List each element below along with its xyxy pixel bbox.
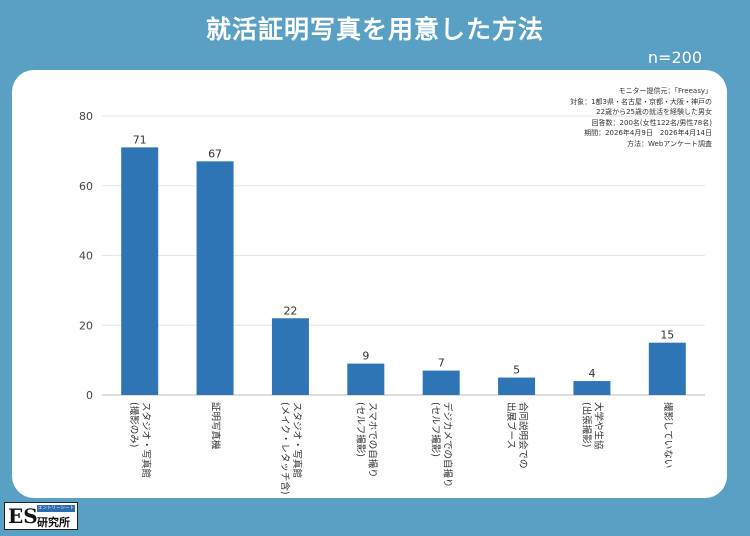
category-label: スタジオ・写真館 xyxy=(140,402,152,478)
es-lab-logo: ES エントリーシート 研究所 xyxy=(4,502,78,530)
category-label: 大学や生協 xyxy=(592,402,604,450)
bar xyxy=(347,363,385,395)
note-line: 方法：Webアンケート調査 xyxy=(627,139,712,148)
note-line: モニター提供元：「Freeasy」 xyxy=(618,87,712,95)
category-label: デジカメでの自撮り xyxy=(442,402,454,488)
note-line: 期間：2026年4月9日 2026年4月14日 xyxy=(584,129,712,138)
category-label: スタジオ・写真館 xyxy=(291,402,303,478)
bar xyxy=(271,318,309,395)
value-label: 9 xyxy=(362,350,369,363)
value-label: 7 xyxy=(438,357,445,370)
note-line: 対象：1都3県・名古屋・京都・大阪・神戸の xyxy=(570,97,712,106)
y-tick-label: 0 xyxy=(86,389,93,402)
y-tick-label: 80 xyxy=(79,110,93,123)
category-label: 出展ブース xyxy=(505,402,517,449)
page-title: 就活証明写真を用意した方法 xyxy=(205,15,544,44)
category-label: (セルフ撮影) xyxy=(430,402,442,457)
value-label: 15 xyxy=(660,329,674,342)
bar xyxy=(422,370,460,395)
logo-es-text: ES xyxy=(8,504,38,528)
category-label: (メイク・レタッチ含) xyxy=(279,402,291,495)
value-label: 67 xyxy=(208,147,222,160)
bar xyxy=(196,161,234,395)
category-label: 証明写真機 xyxy=(210,402,222,450)
y-tick-label: 60 xyxy=(79,180,93,193)
category-label: 合同説明会での xyxy=(517,402,529,469)
bar xyxy=(498,377,536,395)
note-line: 回答数：200名(女性122名/男性78名) xyxy=(591,118,712,127)
category-label: スマホでの自撮り xyxy=(366,402,378,478)
bar xyxy=(121,147,159,395)
value-label: 22 xyxy=(283,304,297,317)
note-line: 22歳から25歳の就活を経験した男女 xyxy=(596,108,712,117)
category-label: 撮影していない xyxy=(662,402,674,468)
y-tick-label: 40 xyxy=(79,250,93,263)
value-label: 4 xyxy=(588,367,595,380)
sample-size-label: n=200 xyxy=(647,48,702,67)
bar xyxy=(648,342,686,395)
y-tick-label: 20 xyxy=(79,319,93,332)
value-label: 5 xyxy=(513,364,520,377)
category-label: (セルフ撮影) xyxy=(354,402,366,457)
survey-notes: モニター提供元：「Freeasy」 対象：1都3県・名古屋・京都・大阪・神戸の … xyxy=(570,86,712,150)
logo-sub-text: エントリーシート xyxy=(37,505,75,512)
bar xyxy=(573,381,611,395)
category-label: (出張撮影) xyxy=(580,402,592,447)
logo-main-text: 研究所 xyxy=(37,516,70,529)
value-label: 71 xyxy=(133,133,147,146)
category-label: (撮影のみ) xyxy=(128,402,140,447)
